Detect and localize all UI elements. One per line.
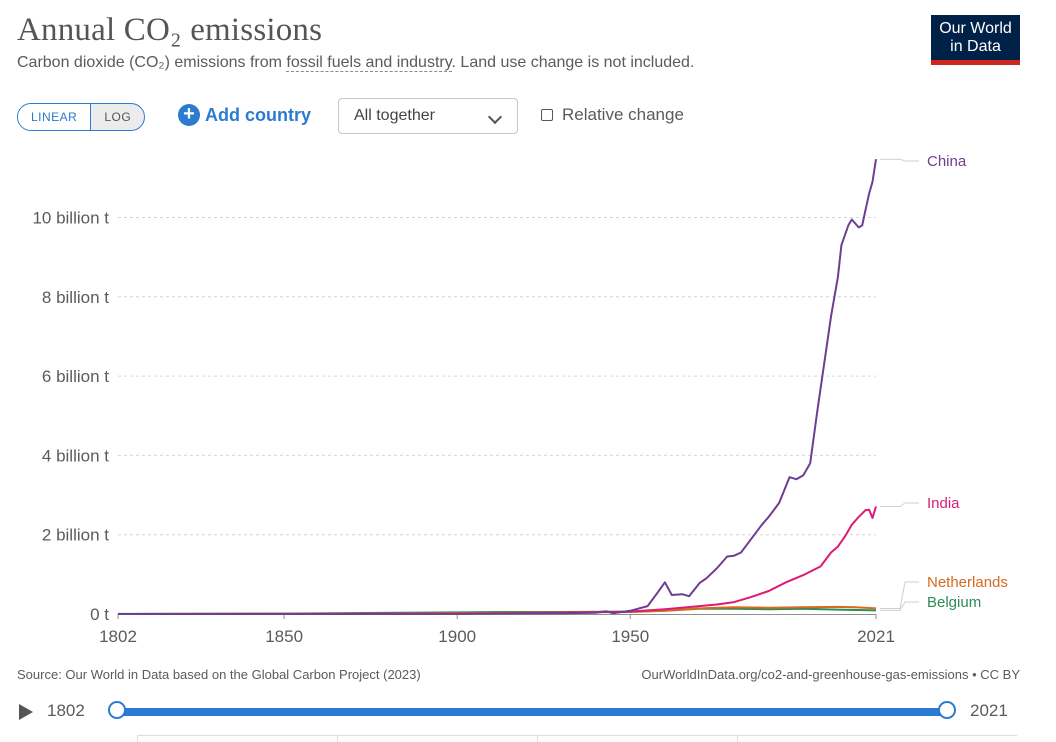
series-label-china: China <box>927 153 967 170</box>
series-label-netherlands: Netherlands <box>927 574 1008 591</box>
tab-divider <box>137 736 138 742</box>
y-tick-label: 0 t <box>90 605 109 624</box>
add-country-button[interactable]: + Add country <box>178 104 311 126</box>
log-scale-button[interactable]: LOG <box>104 110 132 124</box>
label-connector <box>880 601 919 611</box>
x-tick-label: 1850 <box>265 627 303 646</box>
chart-subtitle: Carbon dioxide (CO₂) emissions from foss… <box>17 54 694 72</box>
chart-title: Annual CO₂ emissions <box>17 12 323 48</box>
line-chart: 0 t 2 billion t 4 billion t 6 billion t 8 bi… <box>32 153 1008 646</box>
timeline-start-label: 1802 <box>47 701 85 720</box>
play-icon[interactable] <box>19 704 33 720</box>
bottom-tab-strip <box>137 735 1017 742</box>
logo-line-1: Our World <box>939 20 1012 37</box>
tab-divider <box>737 736 738 742</box>
y-tick-label: 4 billion t <box>42 446 109 465</box>
timeline-end-handle[interactable] <box>938 701 956 719</box>
relative-change-checkbox[interactable]: Relative change <box>541 105 684 125</box>
x-tick-label: 1950 <box>611 627 649 646</box>
tab-divider <box>337 736 338 742</box>
series-label-belgium: Belgium <box>927 594 981 611</box>
checkbox-icon <box>541 109 553 121</box>
series-line-india <box>117 506 877 615</box>
series-line-china <box>117 159 877 615</box>
label-connector <box>880 158 919 162</box>
logo-line-2: in Data <box>950 38 1001 55</box>
timeline-track[interactable] <box>117 708 948 716</box>
y-tick-label: 6 billion t <box>42 367 109 386</box>
facet-select-value: All together <box>354 107 435 124</box>
facet-select[interactable]: All together <box>338 98 518 134</box>
x-tick-label: 2021 <box>857 627 895 646</box>
timeline-start-handle[interactable] <box>108 701 126 719</box>
linear-scale-button[interactable]: LINEAR <box>18 104 92 130</box>
y-tick-label: 10 billion t <box>32 208 109 227</box>
tab-divider <box>537 736 538 742</box>
plus-icon: + <box>178 104 200 126</box>
relative-change-label: Relative change <box>562 105 684 124</box>
owid-logo[interactable]: Our World in Data <box>931 15 1020 65</box>
timeline: 1802 2021 <box>0 695 1056 729</box>
label-connector <box>880 502 919 508</box>
source-link[interactable]: OurWorldInData.org/co2-and-greenhouse-ga… <box>641 667 1020 682</box>
source-note: Source: Our World in Data based on the G… <box>17 667 421 682</box>
label-connector <box>880 581 919 609</box>
fossil-fuels-link[interactable]: fossil fuels and industry <box>286 54 452 72</box>
subtitle-text-post: . Land use change is not included. <box>451 54 695 71</box>
series-label-india: India <box>927 495 960 512</box>
subtitle-text-pre: Carbon dioxide (CO₂) emissions from <box>17 54 287 71</box>
timeline-end-label: 2021 <box>970 701 1008 720</box>
y-tick-label: 2 billion t <box>42 526 109 545</box>
y-tick-label: 8 billion t <box>42 288 109 307</box>
x-tick-label: 1802 <box>99 627 137 646</box>
add-country-label: Add country <box>205 104 311 125</box>
scale-toggle: LINEAR LOG <box>17 103 146 131</box>
x-tick-label: 1900 <box>438 627 476 646</box>
